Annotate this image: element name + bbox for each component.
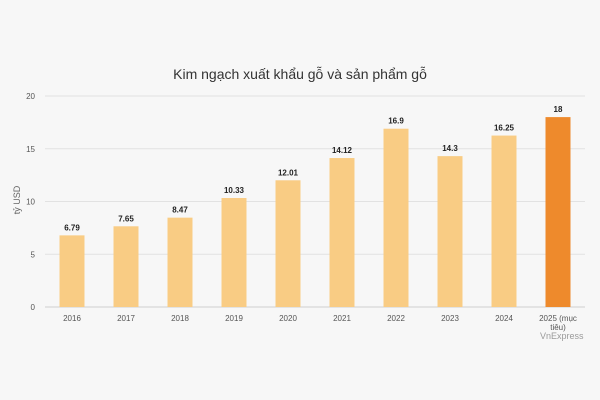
bar: [329, 158, 355, 307]
bar: [491, 135, 517, 307]
y-tick-label: 5: [31, 250, 36, 259]
data-label: 18: [554, 105, 563, 114]
data-label: 10.33: [224, 186, 245, 195]
x-tick-label: 2020: [279, 314, 297, 323]
bar: [275, 180, 301, 307]
x-tick-label: 2025 (mục: [539, 314, 577, 323]
bar: [59, 235, 85, 307]
y-tick-label: 20: [26, 92, 35, 101]
x-tick-label: 2017: [117, 314, 135, 323]
y-tick-label: 15: [26, 145, 35, 154]
data-label: 8.47: [172, 206, 188, 215]
x-tick-label: 2024: [495, 314, 513, 323]
data-label: 12.01: [278, 168, 299, 177]
bar: [221, 198, 247, 307]
x-tick-label-continued: tiêu): [550, 323, 566, 332]
bar: [383, 128, 409, 307]
bar: [113, 226, 139, 307]
data-label: 7.65: [118, 214, 134, 223]
source-watermark: VnExpress: [540, 331, 584, 341]
bar: [437, 156, 463, 307]
data-label: 16.9: [388, 117, 404, 126]
y-tick-label: 0: [31, 303, 36, 312]
bar: [545, 117, 571, 307]
bar: [167, 217, 193, 307]
y-tick-label: 10: [26, 198, 35, 207]
data-label: 14.3: [442, 144, 458, 153]
data-label: 6.79: [64, 223, 80, 232]
data-label: 16.25: [494, 124, 515, 133]
chart-title: Kim ngạch xuất khẩu gỗ và sản phẩm gỗ: [173, 66, 427, 82]
x-tick-label: 2023: [441, 314, 459, 323]
x-tick-label: 2019: [225, 314, 243, 323]
x-tick-label: 2018: [171, 314, 189, 323]
data-label: 14.12: [332, 146, 353, 155]
x-tick-label: 2021: [333, 314, 351, 323]
x-tick-label: 2016: [63, 314, 81, 323]
x-tick-label: 2022: [387, 314, 405, 323]
